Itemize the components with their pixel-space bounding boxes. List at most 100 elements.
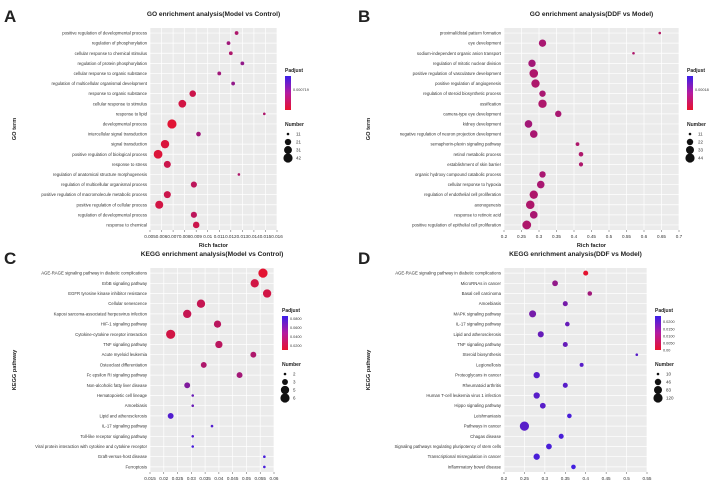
color-legend-title: Padjust [285,68,303,74]
x-tick-label: 0.45 [587,234,596,239]
x-tick-label: 0.013 [237,234,249,239]
x-tick-label: 0.25 [517,234,526,239]
data-point [587,291,593,296]
x-tick-label: 0.55 [622,234,631,239]
size-legend-label: 11 [296,132,301,137]
panel-d: D KEGG enrichment analysis(DDF vs Model) 0… [358,249,675,481]
x-tick-label: 0.012 [225,234,237,239]
panel-c: C KEGG enrichment analysis(Model vs Contr… [4,249,302,481]
y-category-label: response to retinoic acid [454,212,501,217]
chart-title: GO enrichment analysis(Model vs Control) [147,11,280,18]
data-point [263,465,266,469]
y-category-label: positive regulation of angiogenesis [435,81,501,86]
panel-a: A GO enrichment analysis(Model vs Control… [4,7,309,249]
chart-title: KEGG enrichment analysis(Model vs Contro… [141,251,284,258]
data-point [538,99,547,108]
panel-label: C [4,249,16,268]
size-legend-label: 6 [293,396,296,401]
y-category-label: eye development [468,41,502,46]
y-category-label: IL-17 signaling pathway [102,424,148,429]
data-point [167,412,174,419]
panel-label: B [358,7,370,26]
x-tick-label: 0.6 [641,234,648,239]
y-category-label: proximal/distal pattern formation [440,31,502,36]
data-point [565,321,570,327]
data-point [192,221,200,229]
y-category-label: response to lipid [116,111,148,116]
x-tick-label: 0.4 [571,234,578,239]
x-tick-label: 0.008 [179,234,191,239]
data-point [529,130,538,138]
size-legend-label: 83 [666,388,672,393]
y-category-label: positive regulation of cellular process [77,202,147,207]
y-category-label: Viral protein interaction with cytokine … [35,444,148,449]
y-category-label: regulation of endothelial cell prolifera… [424,192,502,197]
y-category-label: Toll-like receptor signaling pathway [80,434,147,439]
size-legend-label: 2 [293,372,296,377]
x-tick-label: 0.06 [270,476,279,481]
y-category-label: regulation of phosphorylation [92,41,148,46]
x-tick-label: 0.35 [561,476,570,481]
y-category-label: cellular response to hypoxia [448,182,502,187]
data-point [191,394,195,397]
x-tick-label: 0.03 [187,476,196,481]
x-tick-label: 0.007 [167,234,179,239]
data-point [539,171,546,178]
data-point [531,79,540,88]
size-legend-dot [654,378,662,386]
size-legend-dot [686,146,694,154]
x-tick-label: 0.014 [248,234,260,239]
data-point [552,280,558,287]
chart-title: GO enrichment analysis(DDF vs Model) [530,11,653,18]
data-point [163,160,171,168]
data-point [167,119,177,129]
data-point [210,424,214,428]
y-category-label: Lipid and atherosclerosis [453,332,501,337]
y-category-label: Acute myeloid leukemia [102,352,148,357]
color-legend-tick: 0.0200 [290,344,302,348]
y-category-label: semaphorin-plexin signaling pathway [431,142,502,147]
x-tick-label: 0.005 [144,234,156,239]
data-point [578,162,584,167]
plot-area [150,268,274,472]
panel-label: D [358,249,370,268]
color-legend-bar [687,76,693,110]
y-category-label: cellular response to chemical stimulus [75,51,147,56]
x-tick-label: 0.2 [501,234,508,239]
panel-label: A [4,7,16,26]
data-point [533,371,540,379]
data-point [189,90,196,97]
y-category-label: response to stress [112,162,147,167]
y-category-label: developmental process [103,121,147,126]
data-point [231,81,236,86]
y-category-label: regulation of multicellular organismal d… [51,81,147,86]
data-point [571,464,576,470]
x-tick-label: 0.035 [199,476,211,481]
color-legend-tick: 0.0200 [663,320,675,324]
size-legend-title: Number [282,362,301,368]
data-point [539,90,546,97]
color-legend-tick: 0.0050 [663,341,675,345]
data-point [250,279,259,288]
y-category-label: kidney development [463,121,502,126]
size-legend-label: 22 [698,140,704,145]
x-tick-label: 0.3 [536,234,543,239]
data-point [525,200,535,210]
data-point [583,270,589,276]
x-tick-label: 0.045 [227,476,239,481]
color-legend-title: Padjust [687,68,705,74]
y-category-label: TNF signaling pathway [457,342,502,347]
size-legend-dot [286,132,290,136]
y-axis-label: KEGG pathway [12,349,18,390]
y-category-label: Non-alcoholic fatty liver disease [87,383,148,388]
data-point [538,39,547,47]
x-tick-label: 0.5 [623,476,630,481]
data-point [183,309,192,319]
size-legend-dot [283,372,287,376]
y-category-label: MicroRNAs in cancer [461,281,502,286]
data-point [236,372,243,379]
x-tick-label: 0.01 [203,234,212,239]
y-category-label: Steroid biosynthesis [463,352,501,357]
data-point [529,310,537,318]
y-category-label: intercellular signal transduction [88,132,148,137]
